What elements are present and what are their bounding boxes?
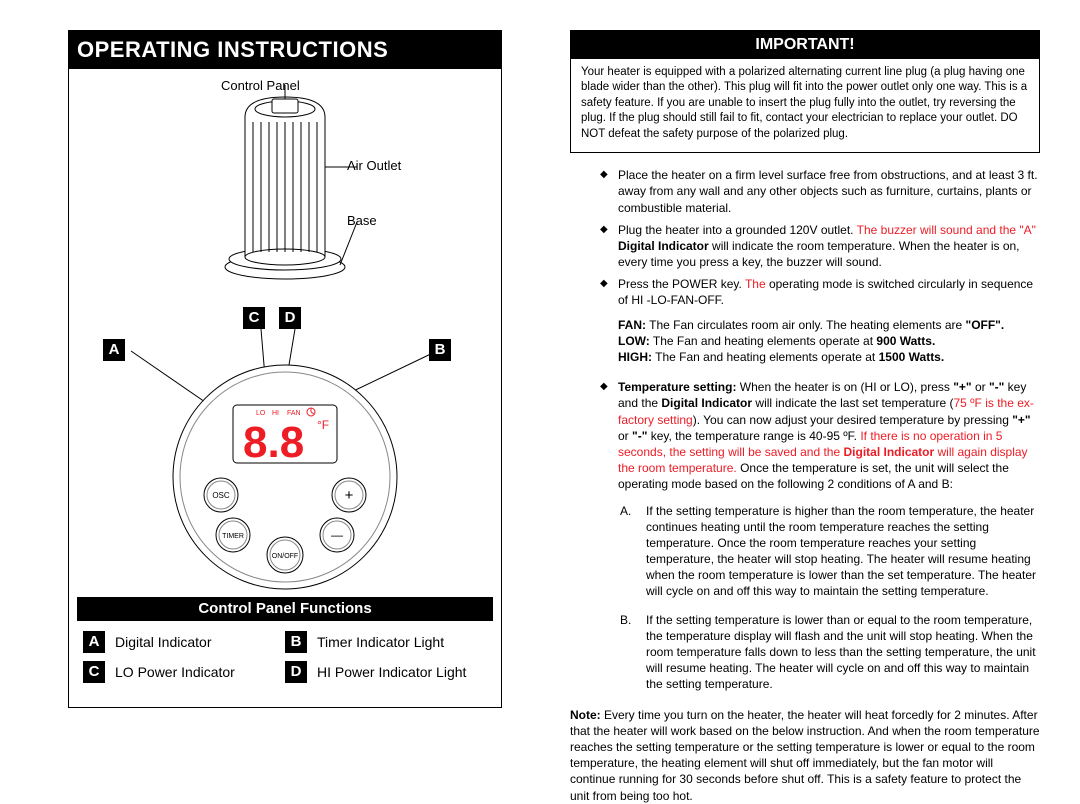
marker-b: B xyxy=(429,339,451,361)
btn-minus: — xyxy=(331,528,343,542)
important-body: Your heater is equipped with a polarized… xyxy=(571,59,1039,153)
btn-plus: + xyxy=(345,487,354,504)
func-d: HI Power Indicator Light xyxy=(317,661,466,682)
marker-c2: C xyxy=(83,661,105,683)
label-air-outlet: Air Outlet xyxy=(347,157,401,175)
dial-hi: HI xyxy=(272,410,279,417)
label-control-panel: Control Panel xyxy=(221,77,300,95)
dial-fan: FAN xyxy=(287,410,301,417)
bullet-list-2: Temperature setting: When the heater is … xyxy=(600,379,1040,492)
heater-icon xyxy=(185,77,385,287)
dial-lo: LO xyxy=(256,410,266,417)
control-panel-diagram: A C D B LO HI FAN xyxy=(69,307,501,597)
instructions-box: OPERATING INSTRUCTIONS Control Panel Air… xyxy=(68,30,502,708)
page: OPERATING INSTRUCTIONS Control Panel Air… xyxy=(0,0,1080,763)
dial-digits: 8.8 xyxy=(243,418,304,467)
condition-list: A.If the setting temperature is higher t… xyxy=(620,503,1040,693)
func-b: Timer Indicator Light xyxy=(317,631,444,652)
list-item: Plug the heater into a grounded 120V out… xyxy=(600,222,1040,271)
list-item: A.If the setting temperature is higher t… xyxy=(620,503,1040,600)
list-item: Temperature setting: When the heater is … xyxy=(600,379,1040,492)
func-c: LO Power Indicator xyxy=(115,661,235,682)
bullet-list-1: Place the heater on a firm level surface… xyxy=(600,167,1040,309)
note-text: Note: Every time you turn on the heater,… xyxy=(570,707,1040,804)
important-box: IMPORTANT! Your heater is equipped with … xyxy=(570,30,1040,153)
btn-timer: TIMER xyxy=(222,533,244,540)
list-item: B.If the setting temperature is lower th… xyxy=(620,612,1040,693)
btn-onoff: ON/OFF xyxy=(272,553,298,560)
mode-list: FAN: The Fan circulates room air only. T… xyxy=(618,317,1040,366)
section-header: OPERATING INSTRUCTIONS xyxy=(69,31,501,69)
functions-table: A Digital Indicator B Timer Indicator Ligh… xyxy=(83,631,487,683)
important-header: IMPORTANT! xyxy=(571,31,1039,59)
btn-osc: OSC xyxy=(212,491,230,500)
marker-a2: A xyxy=(83,631,105,653)
table-row: C LO Power Indicator D HI Power Indicator … xyxy=(83,661,487,683)
marker-a: A xyxy=(103,339,125,361)
marker-c: C xyxy=(243,307,265,329)
table-row: A Digital Indicator B Timer Indicator Ligh… xyxy=(83,631,487,653)
heater-diagram: Control Panel Air Outlet Base xyxy=(69,77,501,297)
list-item: Press the POWER key. The operating mode … xyxy=(600,276,1040,308)
functions-header: Control Panel Functions xyxy=(77,597,493,621)
func-a: Digital Indicator xyxy=(115,631,212,652)
left-column: OPERATING INSTRUCTIONS Control Panel Air… xyxy=(0,0,540,763)
right-column: IMPORTANT! Your heater is equipped with … xyxy=(540,0,1080,763)
label-base: Base xyxy=(347,212,377,230)
marker-d: D xyxy=(279,307,301,329)
list-item: Place the heater on a firm level surface… xyxy=(600,167,1040,216)
marker-d2: D xyxy=(285,661,307,683)
dial-unit: °F xyxy=(317,418,329,432)
marker-b2: B xyxy=(285,631,307,653)
